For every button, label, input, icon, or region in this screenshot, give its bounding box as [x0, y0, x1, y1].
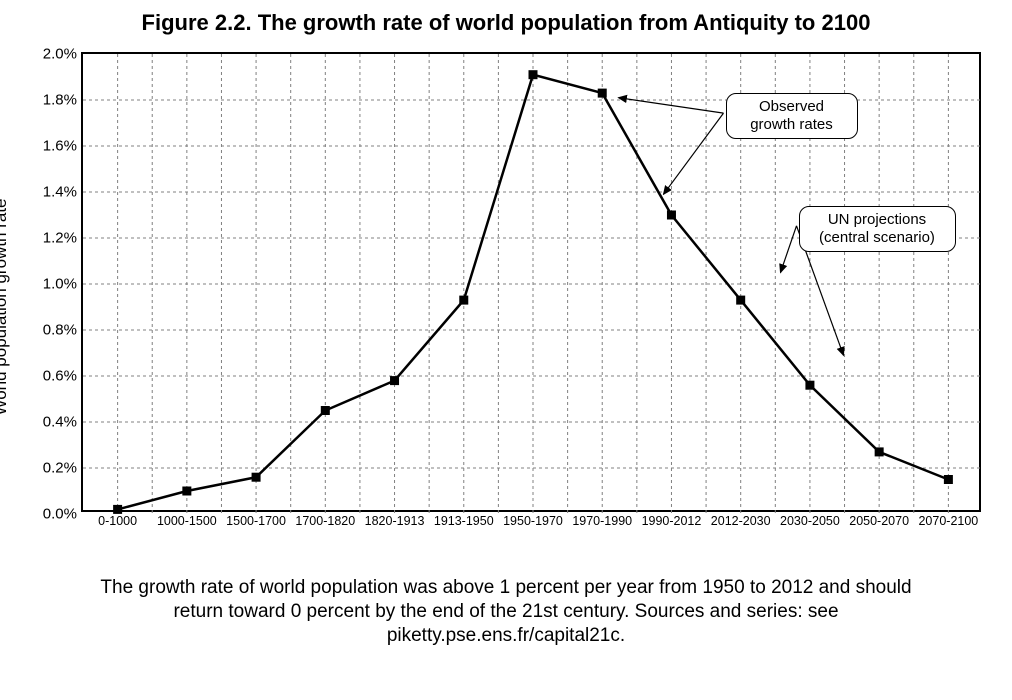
x-tick-label: 1990-2012 [642, 514, 702, 528]
annotation-arrow [781, 226, 797, 273]
data-marker [459, 296, 468, 305]
y-tick-label: 1.8% [43, 92, 77, 109]
data-marker [667, 211, 676, 220]
data-marker [875, 448, 884, 457]
x-tick-label: 1700-1820 [295, 514, 355, 528]
y-tick-label: 1.6% [43, 138, 77, 155]
data-marker [598, 89, 607, 98]
y-tick-label: 0.4% [43, 414, 77, 431]
y-tick-label: 1.0% [43, 276, 77, 293]
x-tick-label: 1970-1990 [572, 514, 632, 528]
data-marker [390, 376, 399, 385]
chart-caption: The growth rate of world population was … [96, 576, 916, 647]
x-tick-label: 2050-2070 [849, 514, 909, 528]
x-tick-label: 2030-2050 [780, 514, 840, 528]
data-marker [944, 475, 953, 484]
y-tick-label: 1.2% [43, 230, 77, 247]
x-tick-label: 2012-2030 [711, 514, 771, 528]
y-tick-label: 1.4% [43, 184, 77, 201]
annotation-observed: Observed growth rates [726, 93, 858, 139]
data-marker [736, 296, 745, 305]
y-tick-label: 0.0% [43, 506, 77, 523]
annotation-un: UN projections (central scenario) [799, 206, 956, 252]
y-tick-label: 0.2% [43, 460, 77, 477]
y-tick-label: 0.8% [43, 322, 77, 339]
x-tick-label: 1500-1700 [226, 514, 286, 528]
data-marker [321, 406, 330, 415]
annotation-arrow [664, 113, 724, 194]
data-marker [529, 71, 538, 80]
chart-container: World population growth rate 0.0%0.2%0.4… [11, 42, 1001, 572]
x-tick-label: 1820-1913 [365, 514, 425, 528]
data-marker [113, 505, 122, 514]
y-axis-label: World population growth rate [0, 199, 11, 416]
x-tick-label: 1000-1500 [157, 514, 217, 528]
y-tick-label: 0.6% [43, 368, 77, 385]
x-tick-label: 1913-1950 [434, 514, 494, 528]
y-tick-label: 2.0% [43, 46, 77, 63]
x-tick-label: 1950-1970 [503, 514, 563, 528]
data-marker [252, 473, 261, 482]
data-marker [805, 381, 814, 390]
plot-area: 0.0%0.2%0.4%0.6%0.8%1.0%1.2%1.4%1.6%1.8%… [81, 52, 981, 512]
x-tick-label: 2070-2100 [918, 514, 978, 528]
x-tick-label: 0-1000 [98, 514, 137, 528]
chart-title: Figure 2.2. The growth rate of world pop… [10, 10, 1002, 36]
data-marker [182, 487, 191, 496]
